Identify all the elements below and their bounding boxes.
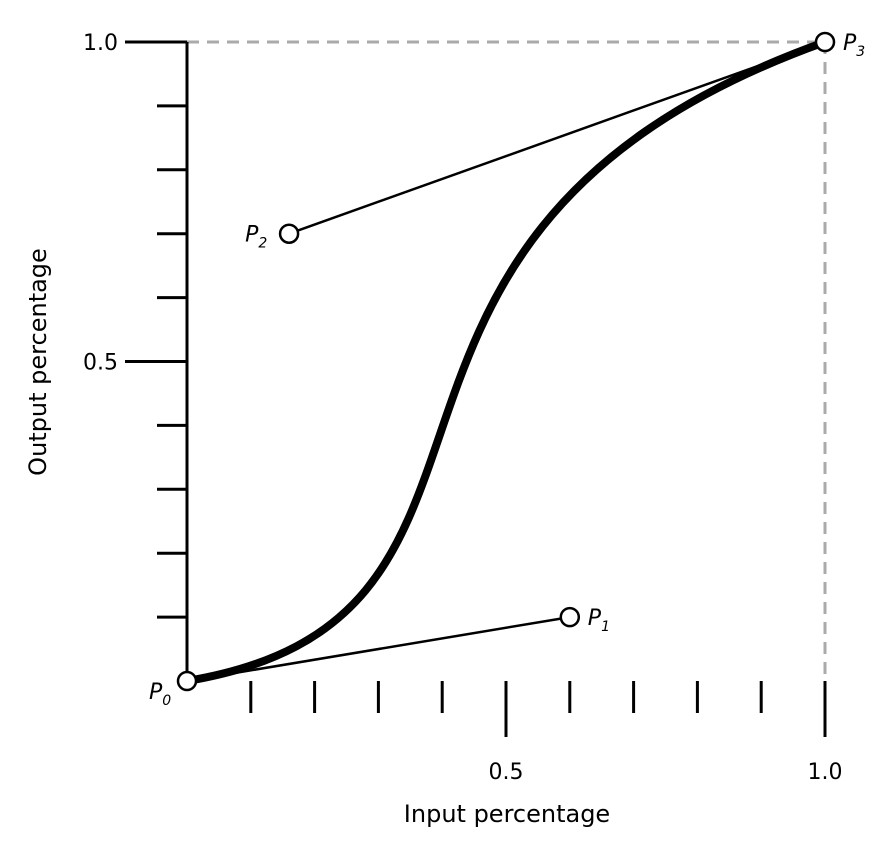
x-tick-label-1.0: 1.0 xyxy=(808,760,843,785)
bezier-curve xyxy=(183,38,829,685)
y-tick-label-0.5: 0.5 xyxy=(83,351,118,376)
y-axis-title: Output percentage xyxy=(24,248,52,476)
control-point-p3[interactable] xyxy=(814,31,836,53)
label-p1: P1 xyxy=(588,606,610,635)
control-point-p0[interactable] xyxy=(176,670,198,692)
control-point-p2[interactable] xyxy=(278,223,300,244)
handle-p0-p1 xyxy=(186,615,571,683)
x-tick-label-0.5: 0.5 xyxy=(489,760,524,785)
label-p3: P3 xyxy=(843,31,865,60)
x-axis-title: Input percentage xyxy=(404,800,610,828)
control-point-p1[interactable] xyxy=(559,606,581,628)
label-p2: P2 xyxy=(245,223,267,252)
x-axis-ticks xyxy=(249,681,827,737)
label-p0: P0 xyxy=(149,680,171,709)
y-tick-label-1.0: 1.0 xyxy=(83,31,118,56)
handle-p2-p3 xyxy=(288,40,826,235)
y-axis-ticks xyxy=(125,40,187,619)
